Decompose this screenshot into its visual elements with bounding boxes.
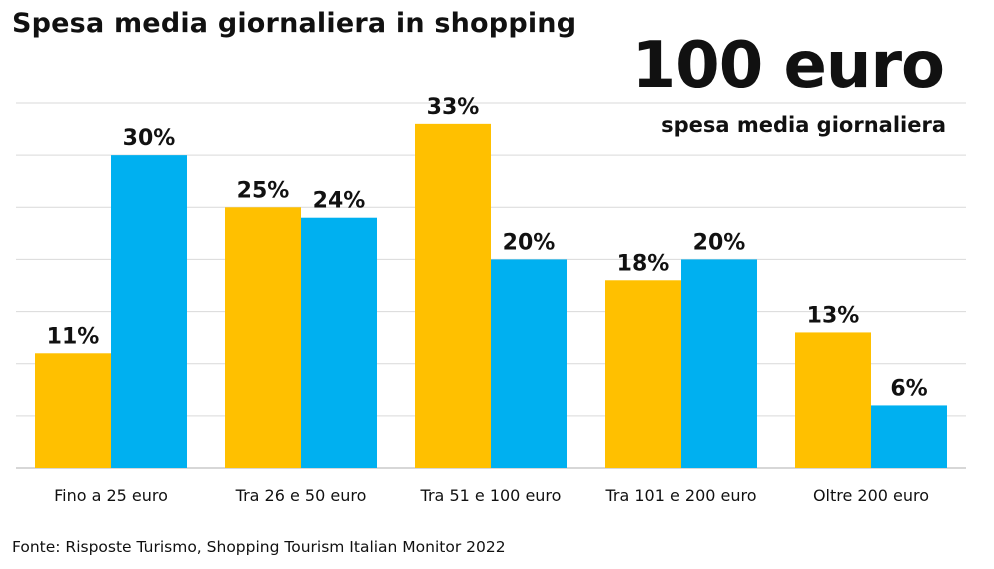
bar-series1 <box>35 353 111 468</box>
x-tick-label: Tra 26 e 50 euro <box>235 486 367 505</box>
bar-series1 <box>225 207 301 469</box>
highlight-caption: spesa media giornaliera <box>661 113 946 137</box>
x-tick-label: Oltre 200 euro <box>813 486 929 505</box>
x-tick-label: Fino a 25 euro <box>54 486 168 505</box>
data-label: 20% <box>503 230 556 255</box>
bar-series1 <box>605 280 681 468</box>
highlight-value: 100 euro <box>631 29 945 103</box>
data-label: 33% <box>427 95 480 120</box>
data-label: 20% <box>693 230 746 255</box>
source-note: Fonte: Risposte Turismo, Shopping Touris… <box>12 538 506 556</box>
bar-series1 <box>795 332 871 468</box>
bar-series2 <box>681 259 757 468</box>
bar-series2 <box>301 217 377 468</box>
chart-title: Spesa media giornaliera in shopping <box>12 8 577 39</box>
data-label: 18% <box>617 251 670 276</box>
x-tick-label: Tra 51 e 100 euro <box>420 486 562 505</box>
data-label: 11% <box>47 324 100 349</box>
bar-series2 <box>111 155 187 468</box>
data-label: 25% <box>237 178 290 203</box>
data-label: 13% <box>807 303 860 328</box>
bar-series2 <box>871 405 947 468</box>
data-label: 30% <box>123 126 176 151</box>
x-tick-label: Tra 101 e 200 euro <box>604 486 756 505</box>
data-label: 24% <box>313 189 366 214</box>
data-label: 6% <box>890 376 927 401</box>
bar-series2 <box>491 259 567 468</box>
bar-series1 <box>415 123 491 468</box>
